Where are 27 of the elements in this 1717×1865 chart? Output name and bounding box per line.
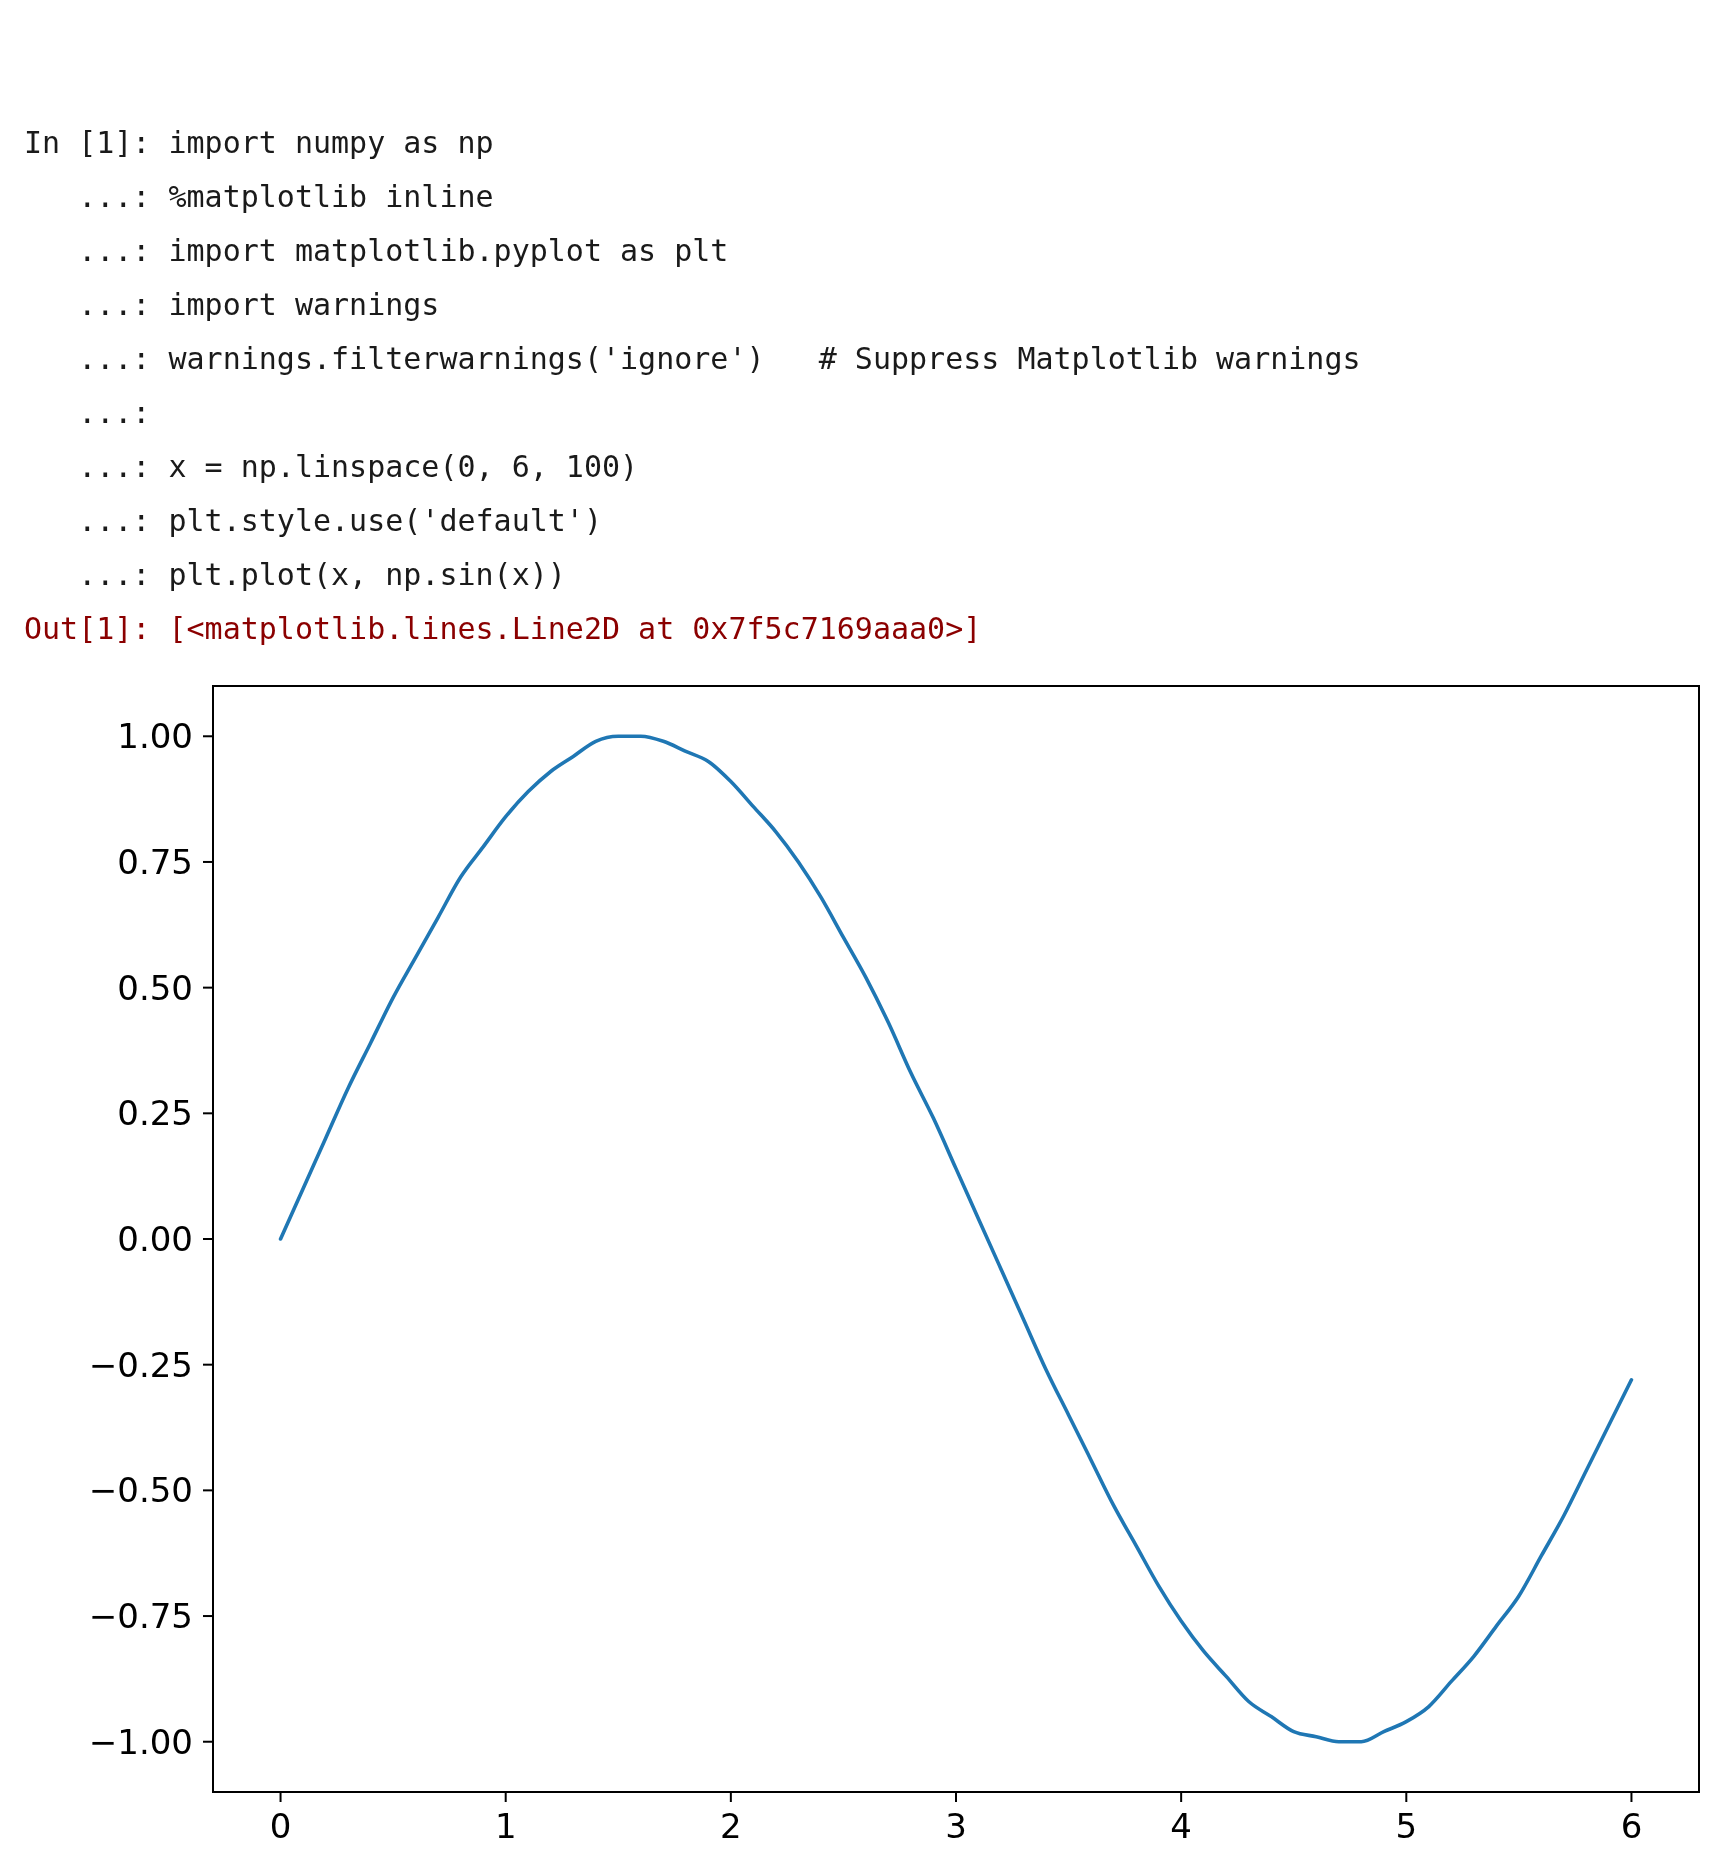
x-tick-label: 6: [1620, 1806, 1643, 1846]
y-tick-label: 0.00: [117, 1218, 193, 1259]
text: ...: %matplotlib inline: [24, 179, 494, 214]
text: ...:: [24, 395, 151, 430]
x-tick-label: 0: [269, 1806, 292, 1846]
y-tick-label: −0.75: [88, 1595, 193, 1636]
y-tick-label: 0.25: [117, 1093, 193, 1134]
x-tick-label: 2: [720, 1806, 742, 1846]
x-tick-label: 1: [494, 1806, 517, 1846]
y-tick-label: 0.50: [117, 967, 193, 1008]
text: ...: warnings.filterwarnings('ignore') # Suppress Matplotlib warnings: [24, 341, 1361, 376]
x-tick-label: 3: [945, 1806, 967, 1846]
x-tick-label: 5: [1395, 1806, 1418, 1846]
text: ...: import matplotlib.pyplot as plt: [24, 233, 729, 268]
text: ...: x = np.linspace(0, 6, 100): [24, 449, 639, 484]
x-tick-label: 4: [1170, 1806, 1192, 1846]
text: ...: plt.plot(x, np.sin(x)): [24, 557, 566, 592]
line-series: [278, 734, 1634, 1744]
text: ...: import warnings: [24, 287, 440, 322]
text: ...: plt.style.use('default'): [24, 503, 602, 538]
y-tick-label: 1.00: [117, 716, 193, 757]
y-tick-label: −1.00: [88, 1721, 193, 1762]
text: In [1]: import numpy as np: [24, 125, 494, 160]
y-tick-label: −0.50: [88, 1470, 193, 1511]
text: Out[1]: [<matplotlib.lines.Line2D at 0x7f5c7169aaa0>]: [24, 611, 982, 646]
y-tick-label: 0.75: [117, 841, 193, 882]
y-tick-label: −0.25: [88, 1344, 193, 1385]
